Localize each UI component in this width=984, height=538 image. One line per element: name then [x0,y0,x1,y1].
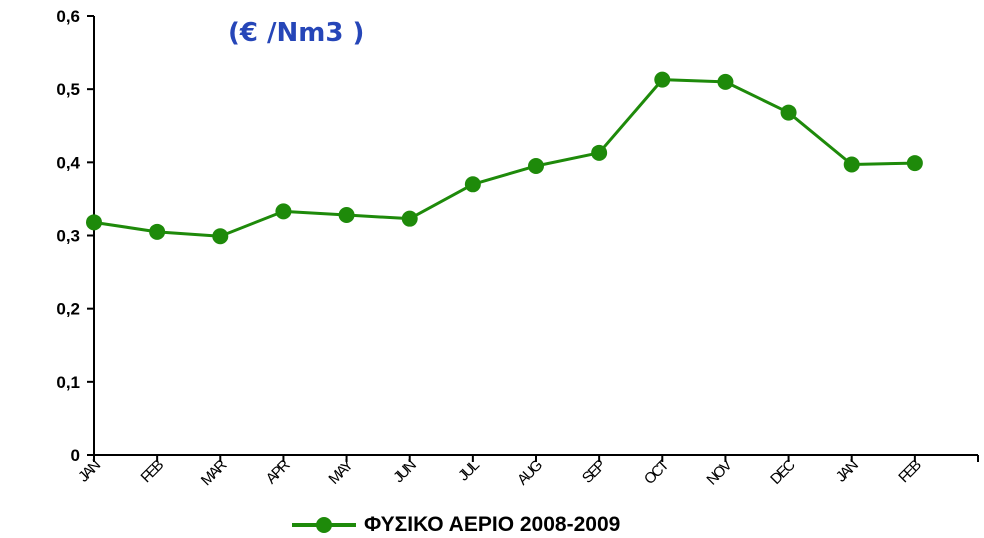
x-tick-label: FEB [895,456,925,486]
x-axis-ticks: JAN FEB MAR APR MAY JUN JUL AUG SEP OCT NOV DEC JAN F… [75,455,979,489]
data-point [906,155,923,172]
x-tick-label: AUG [514,457,546,489]
data-point [149,223,166,240]
data-point [654,71,671,88]
series-group [86,71,923,245]
x-tick-label: JUN [390,457,419,486]
data-point [780,104,797,121]
x-tick-label: JAN [833,457,862,486]
data-point [591,144,608,161]
legend-label: ΦΥΣΙΚΟ ΑΕΡΙΟ 2008-2009 [364,513,621,536]
x-tick-label: FEB [138,456,168,486]
data-point [212,228,229,245]
x-tick-label: SEP [579,456,609,486]
data-point [275,203,292,220]
y-tick-label: 0,5 [56,80,80,99]
x-tick-label: MAY [325,456,356,487]
legend-swatch [292,517,356,533]
y-tick-label: 0,1 [56,373,80,392]
x-tick-label: APR [263,456,294,487]
legend: ΦΥΣΙΚΟ ΑΕΡΙΟ 2008-2009 [292,512,620,538]
x-tick-label: MAR [198,456,231,489]
y-tick-label: 0,6 [56,7,80,26]
data-point [843,156,860,173]
x-tick-label: JUL [455,457,483,485]
x-tick-label: OCT [641,457,672,488]
data-point [464,176,481,193]
chart-title: (€ /Nm3 ) [228,18,365,48]
series-line [93,78,915,238]
legend-marker [316,517,332,533]
data-point [717,73,734,90]
y-tick-label: 0,2 [56,300,80,319]
y-axis-ticks: 0 0,1 0,2 0,3 0,4 0,5 0,6 [56,7,94,465]
x-tick-label: NOV [703,456,735,488]
data-point [86,214,102,231]
data-point [401,210,418,227]
x-tick-label: DEC [767,456,799,488]
y-tick-label: 0 [71,446,80,465]
data-point [528,157,544,174]
y-tick-label: 0,3 [56,227,80,246]
data-point [338,207,355,224]
y-tick-label: 0,4 [56,153,80,172]
